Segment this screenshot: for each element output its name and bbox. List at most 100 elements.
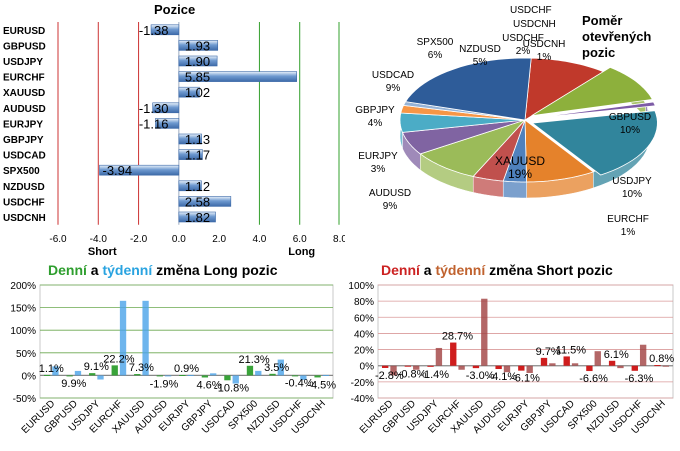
pie-pct-eurchf: 1% (621, 227, 636, 238)
position-value-label-usdchf: 2.58 (185, 194, 210, 209)
pie-label-spx500: SPX500 (417, 37, 454, 48)
bar-2-denní-eurchf (111, 365, 118, 376)
bar-2-týdenní-eurchf (119, 300, 127, 376)
y-tick-label-3-4: 40% (354, 329, 374, 340)
pie-label-xauusd: XAUUSD (495, 154, 545, 168)
position-value-label-gbpjpy: 1.13 (185, 132, 210, 147)
pie-label-gbpusd: GBPUSD (609, 112, 651, 123)
pie-title-line-0: Poměr (582, 13, 622, 28)
data-label-2-spx500: 21.3% (239, 354, 270, 366)
pie-slice-eurusd (404, 57, 532, 121)
data-label-2-eurjpy: 0.9% (174, 363, 199, 375)
position-value-label-nzdusd: 1.12 (185, 179, 210, 194)
data-label-3-xauusd: -3.0% (466, 370, 495, 382)
category-label-eurjpy: EURJPY (3, 119, 43, 130)
bar-2-týdenní-spx500 (255, 370, 262, 376)
y-tick-label-2-4: 150% (10, 304, 36, 315)
bar-3-denní-gbpjpy (540, 357, 548, 366)
bar-3-denní-spx500 (586, 365, 593, 372)
category-label-gbpusd: GBPUSD (3, 41, 46, 52)
x-tick-label-0: -6.0 (49, 234, 67, 245)
x-tick-label-7: 8.0 (333, 234, 345, 245)
bar-3-denní-eurchf (450, 342, 457, 366)
bar-3-denní-gbpusd (404, 365, 412, 367)
x-tick-label-3: 0.0 (172, 234, 186, 245)
short-side-label: Short (88, 246, 117, 258)
bar-2-denní-xauusd (134, 374, 141, 376)
x-tick-label-4: 2.0 (212, 234, 226, 245)
position-bar-gbpusd (178, 40, 219, 51)
pie-pct-usdcnh: 1% (537, 52, 552, 63)
bar-3-týdenní-gbpjpy (549, 363, 556, 366)
bar-2-denní-eurusd (43, 374, 51, 376)
bar-2-denní-nzdusd (269, 373, 276, 376)
position-value-label-audusd: -1.30 (139, 101, 169, 116)
bar-2-denní-usdjpy (89, 373, 96, 376)
data-label-3-eurusd: -2.8% (375, 370, 404, 382)
bar-2-týdenní-usdjpy (97, 375, 104, 380)
plot-frame-3 (377, 284, 674, 399)
y-tick-label-3-7: 100% (348, 281, 374, 292)
position-value-label-spx500: -3.94 (102, 163, 132, 178)
short-title-and: a (419, 262, 436, 278)
data-label-2-usdchf: -0.4% (285, 378, 314, 390)
data-label-2-usdcad: -10.8% (214, 382, 249, 394)
category-label-usdcnh: USDCNH (3, 213, 46, 224)
long-title-weekly: týdenní (102, 262, 153, 278)
category-label-audusd: AUDUSD (3, 104, 46, 115)
data-label-2-audusd: -1.9% (150, 378, 179, 390)
pie-pct-gbpjpy: 4% (368, 118, 383, 129)
bar-2-týdenní-xauusd (142, 300, 149, 376)
pie-pct-usdjpy: 10% (622, 189, 642, 200)
bar-2-denní-gbpjpy (201, 375, 209, 378)
pie-label-nzdusd: NZDUSD (459, 44, 501, 55)
position-bar-eurjpy (155, 118, 180, 129)
short-title-weekly: týdenní (435, 262, 486, 278)
pie-slice-side-eurjpy (502, 180, 527, 199)
pie-label-usdcad: USDCAD (372, 70, 414, 81)
long-side-label: Long (288, 246, 315, 258)
x-tick-label-1: -4.0 (90, 234, 108, 245)
data-label-3-gbpusd: -0.8% (398, 368, 427, 380)
position-bar-spx500 (99, 164, 180, 176)
pie-title-line-2: pozic (582, 45, 615, 60)
pie-slice-spx500 (401, 119, 526, 155)
pie-title-line-1: otevřených (582, 29, 651, 44)
bar-3-týdenní-eurjpy (526, 365, 533, 373)
position-bar-eurusd (150, 24, 180, 36)
bar-3-týdenní-xauusd (481, 298, 488, 366)
pie-pct-audusd: 9% (383, 201, 398, 212)
x-tick-label-2: -2.0 (130, 234, 148, 245)
position-value-label-eurjpy: -1.16 (139, 116, 169, 131)
pie-label-usdcnh: USDCNH (523, 39, 566, 50)
positions-title: Pozice (154, 2, 196, 17)
data-label-2-usdjpy: 9.1% (84, 361, 109, 373)
bar-3-denní-usdjpy (427, 365, 434, 367)
position-value-label-usdjpy: 1.90 (185, 54, 210, 69)
pie-label-usdchf-top: USDCHF (510, 5, 552, 16)
data-label-2-gbpusd: 9.9% (61, 378, 86, 390)
pie-label-eurjpy: EURJPY (358, 151, 398, 162)
category-label-eurusd: EURUSD (3, 26, 45, 37)
bar-2-týdenní-usdcnh (322, 374, 330, 376)
data-label-2-eurusd: 1.1% (39, 363, 64, 375)
category-label-eurchf: EURCHF (3, 73, 45, 84)
bar-2-denní-usdcnh (314, 375, 321, 378)
plot-frame-2 (39, 284, 334, 399)
bar-3-denní-eurjpy (518, 365, 525, 371)
data-label-3-usdcad: 11.5% (556, 344, 587, 356)
bar-3-denní-xauusd (472, 365, 480, 369)
bar-3-denní-nzdusd (608, 360, 616, 366)
position-value-label-xauusd: 1.02 (185, 85, 210, 100)
bar-3-denní-eurusd (381, 365, 389, 368)
bar-3-denní-audusd (495, 365, 502, 370)
position-value-label-eurchf: 5.85 (185, 70, 210, 85)
bar-2-týdenní-eurusd (52, 366, 59, 376)
bar-3-denní-usdchf (631, 365, 638, 371)
bar-2-denní-audusd (156, 375, 163, 377)
pie-slice-xauusd (531, 110, 658, 176)
category-label-usdchf: USDCHF (3, 197, 45, 208)
bar-2-týdenní-usdchf (300, 375, 307, 380)
data-label-3-usdchf: -6.3% (625, 373, 654, 385)
